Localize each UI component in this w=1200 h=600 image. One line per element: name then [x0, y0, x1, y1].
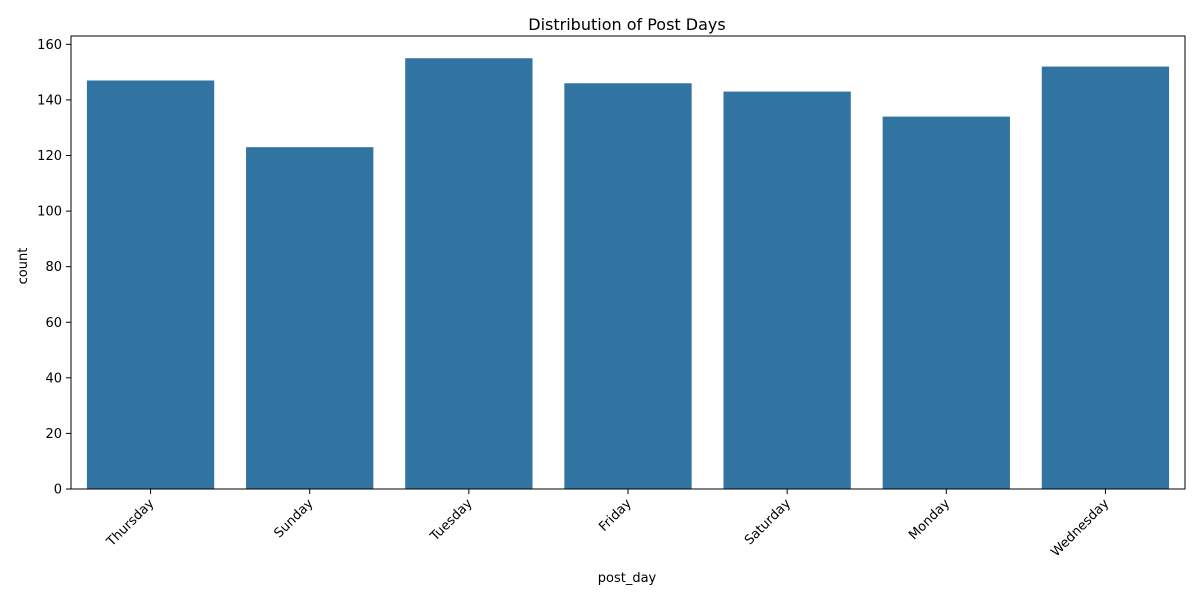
bar-wednesday — [1041, 66, 1170, 489]
x-tick-label: Saturday — [742, 496, 794, 548]
y-axis: 0 20 40 60 80 100 120 140 160 — [37, 38, 71, 498]
bar-tuesday — [405, 58, 533, 489]
y-axis-label: count — [16, 248, 31, 285]
y-tick-label: 20 — [45, 427, 62, 442]
x-axis: Thursday Sunday Tuesday Friday Saturday Monda… — [103, 489, 1112, 560]
y-tick-label: 0 — [54, 483, 62, 498]
x-axis-label: post_day — [598, 571, 657, 586]
bar-monday — [882, 116, 1010, 489]
x-tick-label: Sunday — [272, 496, 317, 541]
x-tick-label: Tuesday — [427, 496, 476, 545]
x-tick-label: Friday — [596, 496, 635, 535]
bar-sunday — [246, 147, 374, 490]
y-tick-label: 160 — [37, 38, 62, 53]
x-tick-label: Monday — [906, 496, 953, 543]
bar-friday — [564, 83, 692, 489]
plot-area — [70, 35, 1186, 490]
y-tick-label: 120 — [37, 149, 62, 164]
x-tick-label: Wednesday — [1048, 496, 1112, 560]
x-tick-label: Thursday — [103, 496, 157, 550]
y-tick-label: 140 — [37, 93, 62, 108]
y-tick-label: 80 — [45, 260, 62, 275]
y-tick-label: 60 — [45, 316, 62, 331]
y-tick-label: 40 — [45, 371, 62, 386]
bar-saturday — [723, 91, 851, 489]
bar-thursday — [86, 80, 215, 489]
y-tick-label: 100 — [37, 205, 62, 220]
chart-title: Distribution of Post Days — [528, 15, 725, 34]
